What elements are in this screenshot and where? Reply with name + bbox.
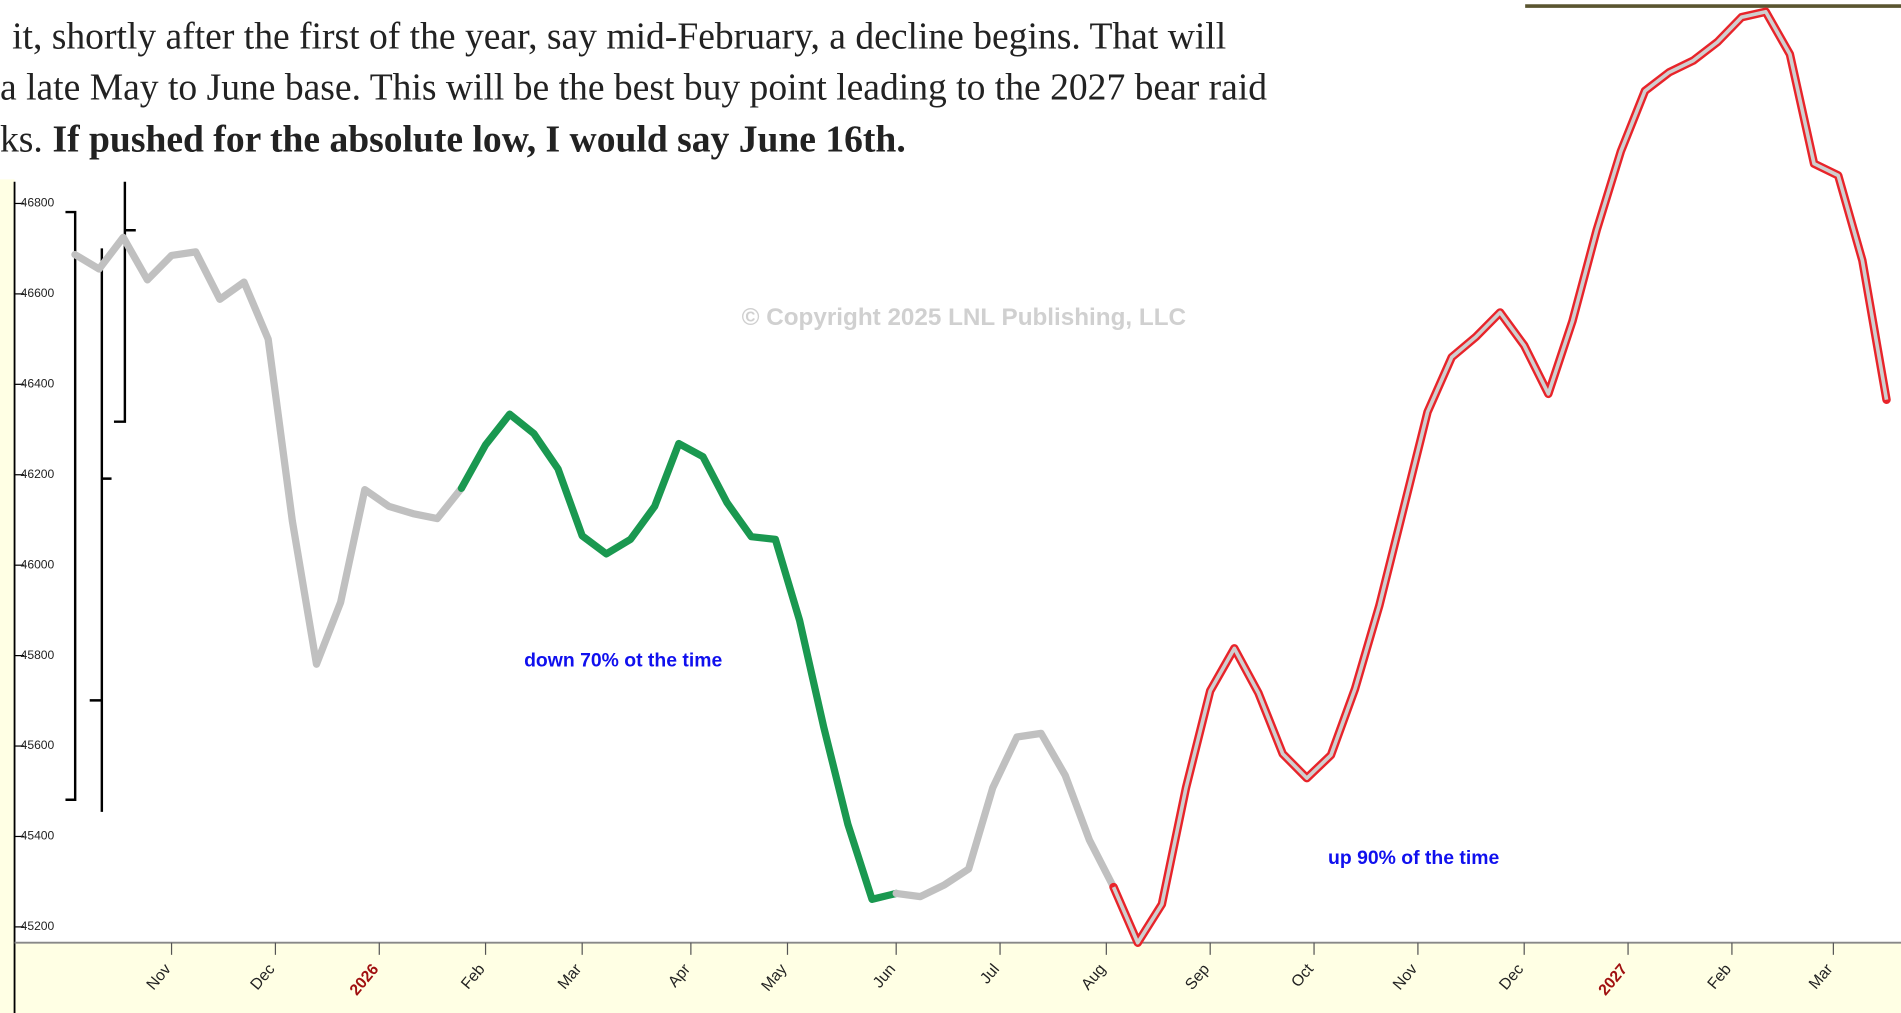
y-tick-label: 46800 bbox=[21, 196, 55, 210]
paragraph-line: a late May to June base. This will be th… bbox=[0, 67, 1267, 108]
axis-strip bbox=[0, 942, 1901, 1013]
y-tick-label: 45800 bbox=[21, 648, 55, 662]
paragraph-text: ks. bbox=[0, 119, 43, 160]
paragraph-bold: If pushed for the absolute low, I would … bbox=[53, 119, 906, 160]
bracket bbox=[65, 210, 77, 801]
bracket bbox=[113, 181, 136, 423]
y-tick-label: 45200 bbox=[21, 919, 55, 933]
axis-strip bbox=[0, 0, 15, 1013]
y-tick-label: 46000 bbox=[21, 557, 55, 571]
y-tick-label: 46400 bbox=[21, 377, 55, 391]
watermark: © Copyright 2025 LNL Publishing, LLC bbox=[742, 304, 1186, 331]
y-tick-label: 46200 bbox=[21, 467, 55, 481]
series-line-core bbox=[1111, 9, 1889, 945]
annotation: down 70% ot the time bbox=[524, 650, 722, 672]
paragraph-line: ks. If pushed for the absolute low, I wou… bbox=[0, 119, 906, 160]
y-tick-label: 46600 bbox=[21, 286, 55, 300]
series-line bbox=[892, 729, 1118, 901]
paragraph-line: it, shortly after the first of the year,… bbox=[12, 16, 1226, 57]
annotation: up 90% of the time bbox=[1328, 847, 1499, 869]
y-tick-label: 45600 bbox=[21, 738, 55, 752]
range-brackets bbox=[65, 181, 136, 812]
series-line bbox=[457, 410, 900, 903]
y-tick-label: 45400 bbox=[21, 829, 55, 843]
series-line bbox=[71, 233, 466, 668]
bracket bbox=[89, 248, 112, 812]
text-background bbox=[0, 0, 1516, 180]
